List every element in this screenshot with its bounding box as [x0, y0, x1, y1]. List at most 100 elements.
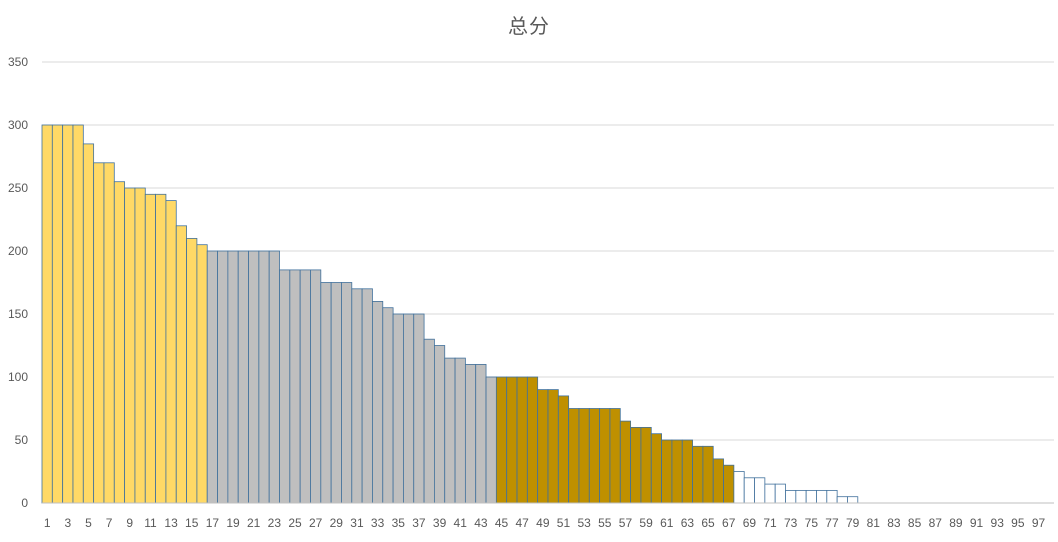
bar	[51, 124, 64, 504]
x-tick-label: 79	[846, 516, 860, 530]
x-tick-label: 57	[619, 516, 633, 530]
x-tick-label: 55	[598, 516, 612, 530]
bar	[588, 408, 601, 504]
x-tick-label: 69	[743, 516, 757, 530]
x-tick-label: 59	[639, 516, 653, 530]
bar	[444, 357, 456, 504]
bar	[372, 300, 384, 504]
bar	[464, 363, 477, 504]
bar	[62, 124, 74, 504]
bar	[41, 124, 53, 504]
x-tick-label: 49	[536, 516, 550, 530]
x-tick-label: 65	[701, 516, 715, 530]
bar	[434, 345, 446, 504]
x-tick-label: 17	[206, 516, 220, 530]
x-tick-label: 43	[474, 516, 488, 530]
bar	[175, 225, 187, 504]
x-tick-label: 73	[784, 516, 798, 530]
bar	[103, 162, 115, 504]
x-tick-label: 93	[991, 516, 1005, 530]
bar	[640, 426, 652, 504]
bar	[630, 426, 642, 504]
x-tick-label: 35	[392, 516, 406, 530]
bar	[619, 420, 632, 504]
bar	[733, 471, 745, 504]
y-tick-label: 250	[8, 181, 28, 195]
bar	[310, 269, 322, 504]
bar	[186, 237, 198, 504]
x-tick-label: 67	[722, 516, 736, 530]
x-tick-label: 13	[164, 516, 178, 530]
x-tick-label: 19	[226, 516, 240, 530]
x-tick-label: 51	[557, 516, 571, 530]
bar	[268, 250, 280, 504]
x-tick-label: 23	[268, 516, 282, 530]
bar	[403, 313, 415, 504]
y-tick-label: 0	[21, 496, 28, 510]
bars	[41, 124, 859, 504]
x-tick-label: 27	[309, 516, 323, 530]
x-tick-label: 47	[516, 516, 530, 530]
x-tick-label: 25	[288, 516, 302, 530]
bar	[609, 408, 621, 504]
bar	[764, 483, 776, 504]
bar	[392, 313, 404, 504]
x-tick-label: 41	[454, 516, 468, 530]
x-tick-label: 95	[1011, 516, 1025, 530]
bar	[351, 288, 363, 504]
y-tick-label: 100	[8, 370, 28, 384]
bar	[144, 193, 156, 504]
bar	[289, 269, 301, 504]
x-tick-label: 63	[681, 516, 695, 530]
x-tick-label: 97	[1032, 516, 1046, 530]
bar	[661, 439, 673, 504]
bar	[826, 489, 838, 504]
bar	[206, 250, 218, 504]
x-tick-label: 89	[949, 516, 963, 530]
bar	[217, 250, 229, 504]
bar	[72, 124, 84, 504]
bar	[165, 200, 177, 504]
x-tick-label: 75	[805, 516, 819, 530]
x-tick-label: 37	[412, 516, 426, 530]
bar	[237, 250, 249, 504]
bar	[537, 389, 549, 504]
bar	[258, 250, 270, 504]
bar	[330, 282, 342, 504]
x-tick-label: 77	[825, 516, 839, 530]
bar	[805, 489, 817, 504]
x-tick-label: 45	[495, 516, 509, 530]
bar	[671, 439, 683, 504]
bar	[227, 250, 239, 504]
bar	[196, 244, 208, 504]
bar	[795, 489, 807, 504]
x-tick-label: 21	[247, 516, 261, 530]
x-tick-label: 9	[126, 516, 133, 530]
bar	[248, 250, 260, 504]
y-tick-label: 150	[8, 307, 28, 321]
x-tick-label: 87	[929, 516, 943, 530]
bar	[93, 162, 105, 504]
bar	[124, 187, 136, 504]
bar	[155, 193, 167, 504]
x-tick-label: 81	[867, 516, 881, 530]
bar	[816, 489, 828, 504]
bar	[568, 408, 580, 504]
bar	[134, 187, 146, 504]
bar	[279, 269, 291, 504]
y-axis-ticks: 0 50 100 150 200 250 300 350	[8, 55, 28, 510]
bar	[382, 307, 394, 504]
x-tick-label: 85	[908, 516, 922, 530]
x-tick-label: 33	[371, 516, 385, 530]
x-tick-label: 91	[970, 516, 984, 530]
chart-title: 总分	[508, 14, 550, 38]
x-tick-label: 5	[85, 516, 92, 530]
bar	[743, 477, 755, 504]
x-tick-label: 15	[185, 516, 199, 530]
bar	[599, 408, 611, 504]
bar	[547, 389, 559, 504]
x-tick-label: 53	[577, 516, 591, 530]
bar	[475, 363, 487, 504]
bar	[454, 357, 466, 504]
bar	[712, 458, 724, 504]
